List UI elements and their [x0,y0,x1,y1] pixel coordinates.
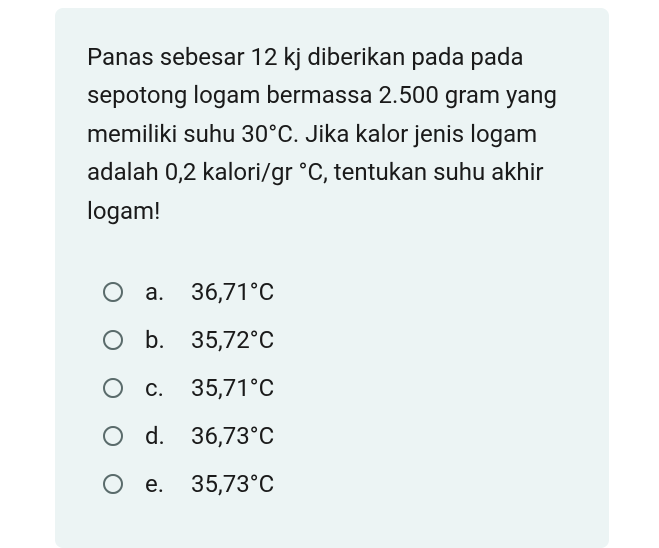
radio-icon[interactable] [103,378,123,398]
radio-icon[interactable] [103,282,123,302]
question-text: Panas sebesar 12 kj diberikan pada pada … [87,38,577,230]
option-a[interactable]: a. 36,71°C [103,278,577,306]
radio-icon[interactable] [103,426,123,446]
radio-icon[interactable] [103,474,123,494]
radio-icon[interactable] [103,330,123,350]
option-d[interactable]: d. 36,73°C [103,422,577,450]
options-list: a. 36,71°C b. 35,72°C c. 35,71°C d. 36,7… [87,278,577,498]
option-letter: b. [145,326,177,354]
option-letter: c. [145,374,177,402]
option-letter: d. [145,422,177,450]
option-text: 35,73°C [191,470,274,498]
question-card: Panas sebesar 12 kj diberikan pada pada … [55,8,609,548]
option-text: 35,71°C [191,374,274,402]
option-letter: e. [145,470,177,498]
option-text: 35,72°C [191,326,274,354]
option-c[interactable]: c. 35,71°C [103,374,577,402]
option-e[interactable]: e. 35,73°C [103,470,577,498]
option-letter: a. [145,278,177,306]
option-b[interactable]: b. 35,72°C [103,326,577,354]
option-text: 36,73°C [191,422,274,450]
option-text: 36,71°C [191,278,274,306]
